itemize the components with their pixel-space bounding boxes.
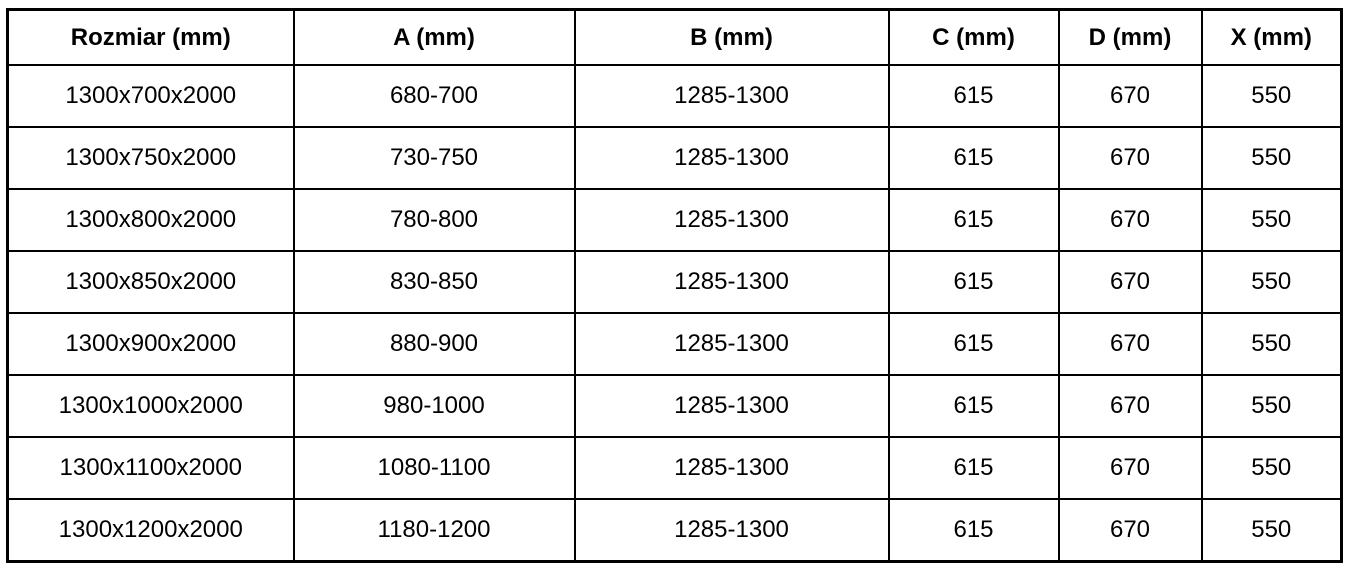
table-row: 1300x900x2000 880-900 1285-1300 615 670 … xyxy=(6,312,1343,376)
cell-x: 550 xyxy=(1200,498,1343,563)
table-row: 1300x800x2000 780-800 1285-1300 615 670 … xyxy=(6,188,1343,252)
cell-x: 550 xyxy=(1200,312,1343,376)
table-row: 1300x850x2000 830-850 1285-1300 615 670 … xyxy=(6,250,1343,314)
cell-b: 1285-1300 xyxy=(573,126,890,190)
cell-rozmiar: 1300x750x2000 xyxy=(6,126,295,190)
cell-c: 615 xyxy=(887,250,1060,314)
cell-rozmiar: 1300x1100x2000 xyxy=(6,436,295,500)
size-spec-table-container: Rozmiar (mm) A (mm) B (mm) C (mm) D (mm)… xyxy=(6,8,1347,563)
cell-b: 1285-1300 xyxy=(573,188,890,252)
cell-rozmiar: 1300x1200x2000 xyxy=(6,498,295,563)
cell-rozmiar: 1300x800x2000 xyxy=(6,188,295,252)
cell-c: 615 xyxy=(887,374,1060,438)
header-a: A (mm) xyxy=(292,8,576,66)
cell-a: 980-1000 xyxy=(292,374,576,438)
table-row: 1300x1200x2000 1180-1200 1285-1300 615 6… xyxy=(6,498,1343,563)
cell-a: 880-900 xyxy=(292,312,576,376)
cell-d: 670 xyxy=(1057,374,1203,438)
cell-d: 670 xyxy=(1057,498,1203,563)
table-row: 1300x700x2000 680-700 1285-1300 615 670 … xyxy=(6,64,1343,128)
header-x: X (mm) xyxy=(1200,8,1343,66)
cell-a: 780-800 xyxy=(292,188,576,252)
table-row: 1300x1100x2000 1080-1100 1285-1300 615 6… xyxy=(6,436,1343,500)
cell-a: 730-750 xyxy=(292,126,576,190)
cell-a: 1080-1100 xyxy=(292,436,576,500)
header-rozmiar: Rozmiar (mm) xyxy=(6,8,295,66)
cell-x: 550 xyxy=(1200,436,1343,500)
header-d: D (mm) xyxy=(1057,8,1203,66)
cell-a: 680-700 xyxy=(292,64,576,128)
cell-d: 670 xyxy=(1057,188,1203,252)
cell-c: 615 xyxy=(887,436,1060,500)
table-row: 1300x750x2000 730-750 1285-1300 615 670 … xyxy=(6,126,1343,190)
cell-b: 1285-1300 xyxy=(573,436,890,500)
cell-x: 550 xyxy=(1200,374,1343,438)
cell-d: 670 xyxy=(1057,250,1203,314)
cell-b: 1285-1300 xyxy=(573,64,890,128)
cell-rozmiar: 1300x1000x2000 xyxy=(6,374,295,438)
cell-c: 615 xyxy=(887,188,1060,252)
cell-b: 1285-1300 xyxy=(573,498,890,563)
header-row: Rozmiar (mm) A (mm) B (mm) C (mm) D (mm)… xyxy=(6,8,1343,66)
cell-c: 615 xyxy=(887,64,1060,128)
cell-x: 550 xyxy=(1200,250,1343,314)
cell-rozmiar: 1300x850x2000 xyxy=(6,250,295,314)
cell-d: 670 xyxy=(1057,126,1203,190)
cell-x: 550 xyxy=(1200,126,1343,190)
header-b: B (mm) xyxy=(573,8,890,66)
cell-b: 1285-1300 xyxy=(573,250,890,314)
header-c: C (mm) xyxy=(887,8,1060,66)
cell-x: 550 xyxy=(1200,64,1343,128)
cell-x: 550 xyxy=(1200,188,1343,252)
cell-rozmiar: 1300x900x2000 xyxy=(6,312,295,376)
table-header: Rozmiar (mm) A (mm) B (mm) C (mm) D (mm)… xyxy=(6,8,1343,66)
cell-c: 615 xyxy=(887,498,1060,563)
table-body: 1300x700x2000 680-700 1285-1300 615 670 … xyxy=(6,64,1343,563)
size-spec-table: Rozmiar (mm) A (mm) B (mm) C (mm) D (mm)… xyxy=(6,8,1343,563)
cell-a: 1180-1200 xyxy=(292,498,576,563)
cell-d: 670 xyxy=(1057,64,1203,128)
cell-b: 1285-1300 xyxy=(573,374,890,438)
table-row: 1300x1000x2000 980-1000 1285-1300 615 67… xyxy=(6,374,1343,438)
cell-d: 670 xyxy=(1057,312,1203,376)
cell-d: 670 xyxy=(1057,436,1203,500)
cell-c: 615 xyxy=(887,312,1060,376)
cell-c: 615 xyxy=(887,126,1060,190)
cell-a: 830-850 xyxy=(292,250,576,314)
cell-b: 1285-1300 xyxy=(573,312,890,376)
cell-rozmiar: 1300x700x2000 xyxy=(6,64,295,128)
